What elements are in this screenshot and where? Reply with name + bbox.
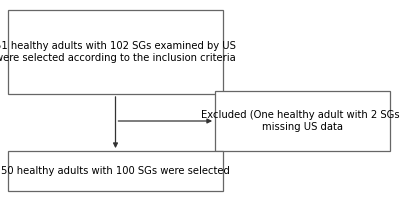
Bar <box>215 91 390 151</box>
Text: Excluded (One healthy adult with 2 SGs)
missing US data: Excluded (One healthy adult with 2 SGs) … <box>201 110 400 132</box>
Text: 50 healthy adults with 100 SGs were selected: 50 healthy adults with 100 SGs were sele… <box>1 166 230 176</box>
Bar <box>8 10 223 94</box>
Text: 51 healthy adults with 102 SGs examined by US
were selected according to the inc: 51 healthy adults with 102 SGs examined … <box>0 41 236 63</box>
Bar <box>8 151 223 191</box>
